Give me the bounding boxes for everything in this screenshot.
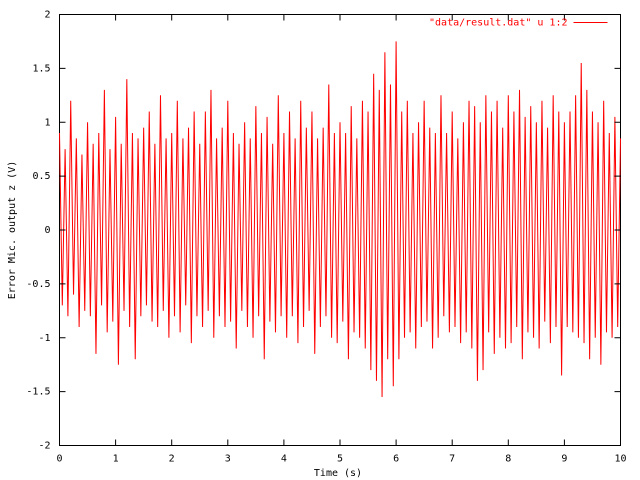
plot-border	[59, 14, 621, 446]
y-tick-label: 1.5	[32, 63, 50, 74]
x-tick-label: 10	[614, 454, 626, 465]
y-tick-label: 2	[44, 10, 50, 21]
y-tick-label: -0.5	[26, 279, 50, 290]
x-axis-label: Time (s)	[314, 468, 362, 479]
y-tick-label: 1	[44, 117, 50, 128]
data-line	[59, 41, 621, 398]
y-tick-label: -1	[38, 333, 50, 344]
x-tick-label: 5	[337, 454, 343, 465]
x-tick-label: 4	[281, 454, 287, 465]
y-tick-label: -2	[38, 441, 50, 452]
y-tick-label: 0	[44, 225, 50, 236]
legend-label: "data/result.dat" u 1:2	[429, 18, 567, 29]
x-tick-label: 8	[505, 454, 511, 465]
x-tick-label: 3	[225, 454, 231, 465]
x-tick-label: 6	[393, 454, 399, 465]
x-tick-label: 2	[169, 454, 175, 465]
y-tick-label: 0.5	[32, 171, 50, 182]
x-tick-label: 1	[113, 454, 119, 465]
x-tick-label: 9	[561, 454, 567, 465]
y-tick-label: -1.5	[26, 387, 50, 398]
x-tick-label: 0	[56, 454, 62, 465]
y-axis-label: Error Mic. output z (V)	[7, 161, 18, 299]
x-tick-label: 7	[449, 454, 455, 465]
